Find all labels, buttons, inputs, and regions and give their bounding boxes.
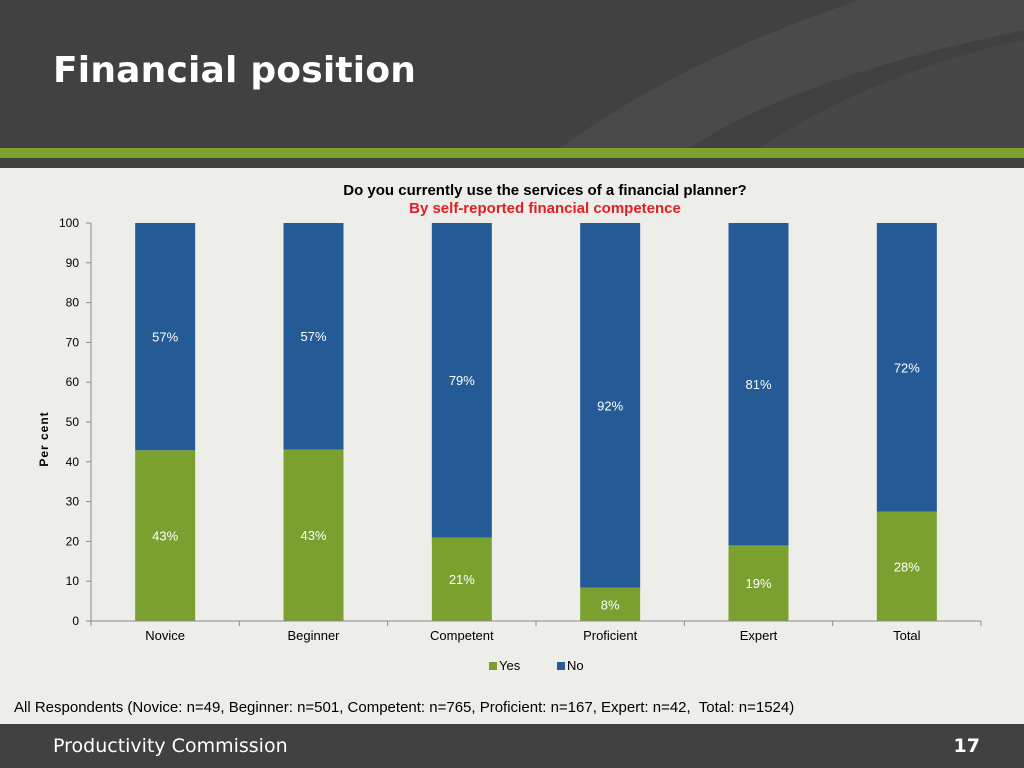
bar-no-novice <box>135 223 196 451</box>
bar-yes-beginner <box>283 449 344 621</box>
bars: 43% 57% 43% 57% 21% 79% 8% 92% 19% 81% 28% 72% <box>135 223 937 621</box>
y-tick-label: 10 <box>66 574 80 588</box>
y-axis-label: Per cent <box>37 411 51 466</box>
data-label-yes-total: 28% <box>894 559 920 574</box>
data-label-yes-expert: 19% <box>745 576 771 591</box>
chart-title: Do you currently use the services of a f… <box>343 182 746 199</box>
slide-footer: Productivity Commission 17 <box>0 724 1024 768</box>
sample-size-footnote: All Respondents (Novice: n=49, Beginner:… <box>14 699 795 716</box>
bar-yes-total <box>876 511 937 621</box>
legend-label-yes: Yes <box>499 658 521 673</box>
data-label-yes-novice: 43% <box>152 529 178 544</box>
data-label-yes-beginner: 43% <box>300 528 326 543</box>
footer-organization: Productivity Commission <box>53 735 288 757</box>
x-tick-label: Novice <box>145 628 185 643</box>
bar-no-beginner <box>283 223 344 450</box>
legend-swatch-yes <box>489 662 497 670</box>
bar-no-expert <box>728 223 789 546</box>
slide-title: Financial position <box>53 50 417 91</box>
legend-label-no: No <box>567 658 584 673</box>
bar-no-competent <box>431 223 492 538</box>
data-label-yes-competent: 21% <box>449 572 475 587</box>
y-tick-label: 70 <box>66 335 80 349</box>
bar-no-total <box>876 223 937 512</box>
y-axis: 0 10 20 30 40 50 60 70 80 90 100 <box>59 216 92 628</box>
y-tick-label: 0 <box>72 614 79 628</box>
data-label-no-beginner: 57% <box>300 329 326 344</box>
x-tick-label: Expert <box>740 628 778 643</box>
x-tick-label: Total <box>893 628 921 643</box>
slide-header: Financial position <box>0 0 1024 148</box>
divider-stripe <box>0 158 1024 168</box>
data-label-no-expert: 81% <box>745 377 771 392</box>
x-tick-label: Proficient <box>583 628 638 643</box>
bar-yes-proficient <box>580 587 641 621</box>
x-tick-label: Competent <box>430 628 494 643</box>
data-label-no-novice: 57% <box>152 330 178 345</box>
x-axis: Novice Beginner Competent Proficient Expert T… <box>90 620 982 643</box>
bar-yes-novice <box>135 450 196 621</box>
y-tick-label: 30 <box>66 495 80 509</box>
y-tick-label: 40 <box>66 455 80 469</box>
bar-no-proficient <box>580 223 641 588</box>
y-tick-label: 80 <box>66 296 80 310</box>
bar-yes-expert <box>728 545 789 621</box>
y-tick-label: 100 <box>59 216 79 230</box>
bar-yes-competent <box>431 537 492 621</box>
data-label-no-competent: 79% <box>449 373 475 388</box>
y-tick-label: 60 <box>66 375 80 389</box>
y-tick-label: 20 <box>66 534 80 548</box>
header-decoration <box>560 0 1024 148</box>
accent-stripe <box>0 148 1024 158</box>
x-tick-label: Beginner <box>287 628 340 643</box>
stacked-bar-chart: Do you currently use the services of a f… <box>37 182 982 673</box>
legend: Yes No <box>489 658 584 673</box>
legend-swatch-no <box>557 662 565 670</box>
y-tick-label: 50 <box>66 415 80 429</box>
data-label-no-total: 72% <box>894 360 920 375</box>
data-label-yes-proficient: 8% <box>601 597 620 612</box>
data-label-no-proficient: 92% <box>597 398 623 413</box>
chart-subtitle: By self-reported financial competence <box>409 200 681 217</box>
y-tick-label: 90 <box>66 256 80 270</box>
page-number: 17 <box>953 735 980 757</box>
